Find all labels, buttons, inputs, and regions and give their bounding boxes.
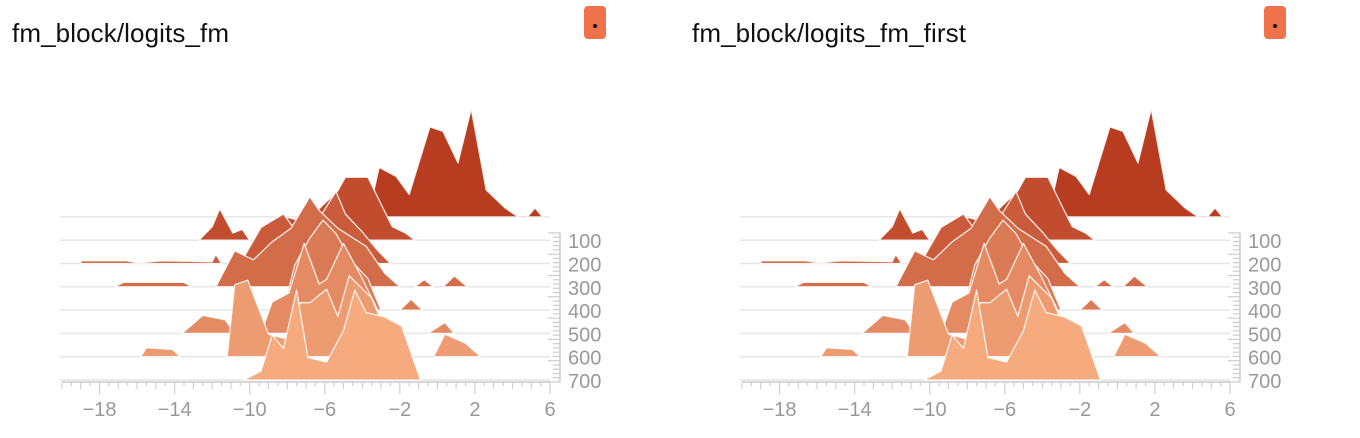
x-tick-label: 6: [544, 399, 555, 421]
panel-title: fm_block/logits_fm: [12, 18, 230, 48]
histogram-ridge-step-600: [820, 347, 861, 358]
x-tick-label: 2: [469, 399, 480, 421]
histogram-ridge-step-300: [1122, 275, 1149, 288]
step-tick-label: 300: [1248, 278, 1281, 300]
histogram-ridge-step-400: [1079, 298, 1104, 311]
step-tick-label: 500: [1248, 324, 1281, 346]
x-tick-label: −6: [313, 399, 336, 421]
histogram-panel-2: fm_block/logits_fm_first 100 200 300 400 500…: [680, 0, 1360, 438]
histogram-ridge-step-200: [760, 253, 903, 265]
histogram-ridge-step-0: [1206, 207, 1224, 218]
histogram-ridge-step-500: [427, 321, 455, 335]
histogram-ridge-step-500: [181, 314, 236, 335]
x-tick-label: −18: [83, 399, 117, 421]
histogram-ridge-step-300: [113, 281, 193, 288]
histogram-ridge-step-500: [1107, 321, 1135, 335]
histogram-ridge-step-600: [1112, 333, 1162, 358]
histogram-ridge-step-100: [198, 208, 251, 241]
step-tick-label: 600: [568, 348, 601, 370]
step-tick-label: 700: [1248, 371, 1281, 393]
histogram-ridge-step-100: [878, 208, 931, 241]
histogram-ridge-step-200: [80, 253, 223, 265]
histogram-ridge-step-300: [414, 278, 435, 288]
histogram-ridge-step-300: [442, 275, 469, 288]
x-tick-label: 6: [1224, 399, 1235, 421]
histogram-ridge-step-400: [399, 298, 424, 311]
x-tick-label: −10: [233, 399, 267, 421]
step-tick-label: 200: [568, 255, 601, 277]
step-tick-label: 700: [568, 371, 601, 393]
x-tick-label: 2: [1149, 399, 1160, 421]
step-tick-label: 400: [1248, 301, 1281, 323]
histogram-ridge-step-600: [432, 333, 482, 358]
more-options-icon: [593, 24, 597, 28]
panel-menu-button[interactable]: [1264, 6, 1286, 39]
panel-title: fm_block/logits_fm_first: [692, 18, 967, 48]
step-tick-label: 600: [1248, 348, 1281, 370]
x-tick-label: −2: [1068, 399, 1091, 421]
histogram-ridge-step-300: [1094, 278, 1115, 288]
x-tick-label: −6: [993, 399, 1016, 421]
histogram-ridge-step-700: [243, 289, 422, 381]
step-tick-label: 400: [568, 301, 601, 323]
x-tick-label: −2: [388, 399, 411, 421]
step-tick-label: 300: [568, 278, 601, 300]
histogram-ridge-step-300: [793, 281, 873, 288]
histogram-ridge-step-0: [1047, 108, 1199, 218]
step-tick-label: 100: [1248, 231, 1281, 253]
histogram-ridge-step-500: [861, 314, 916, 335]
x-tick-label: −18: [763, 399, 797, 421]
histogram-ridge-step-700: [923, 289, 1102, 381]
step-tick-label: 200: [1248, 255, 1281, 277]
more-options-icon: [1273, 24, 1277, 28]
histogram-ridge-step-600: [140, 347, 181, 358]
histogram-ridge-step-0: [367, 108, 519, 218]
step-tick-label: 100: [568, 231, 601, 253]
x-tick-label: −14: [838, 399, 872, 421]
step-tick-label: 500: [568, 324, 601, 346]
histogram-ridge-step-0: [526, 207, 544, 218]
x-tick-label: −14: [158, 399, 192, 421]
x-tick-label: −10: [913, 399, 947, 421]
panel-menu-button[interactable]: [584, 6, 606, 39]
histogram-panel-1: fm_block/logits_fm 100 200 300 400 500 600 700…: [12, 6, 606, 421]
